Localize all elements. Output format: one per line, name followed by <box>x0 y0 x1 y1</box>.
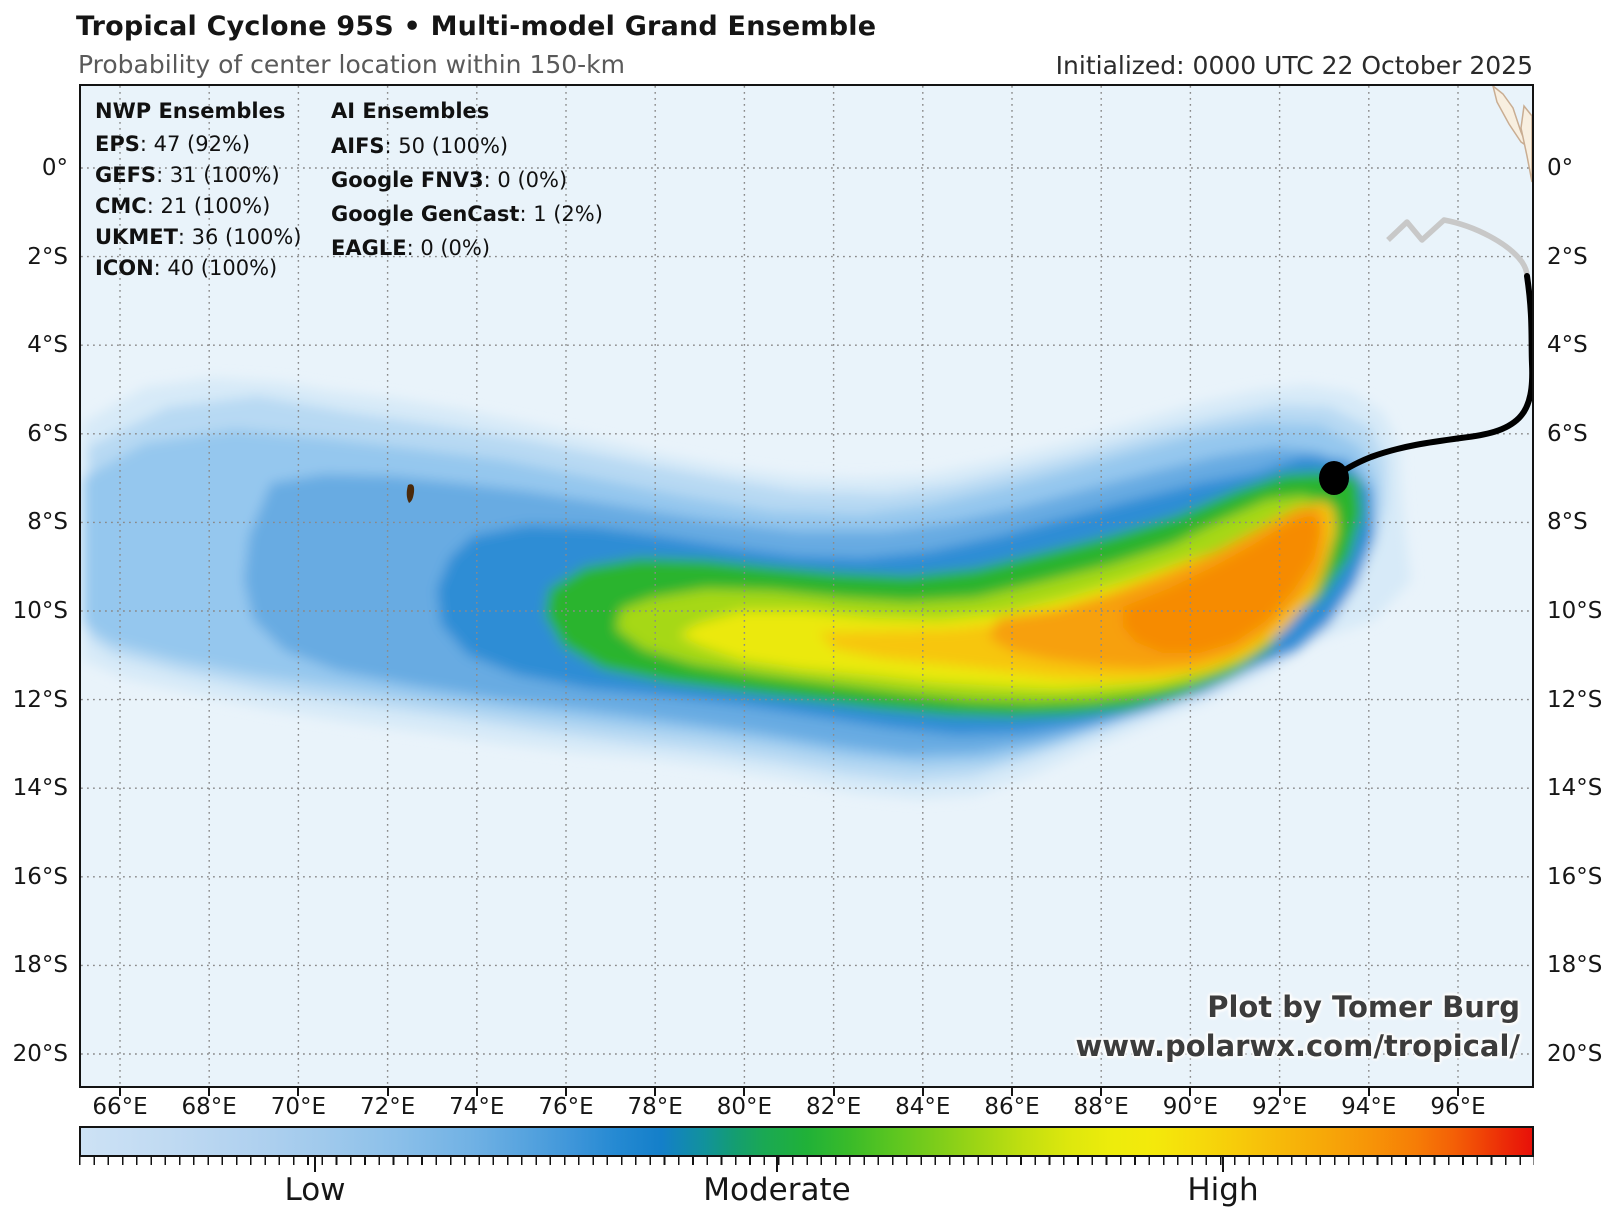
lat-axis-label-left: 2°S <box>27 243 68 270</box>
colorbar-tick-high <box>1222 1157 1224 1172</box>
attribution: Plot by Tomer Burg www.polarwx.com/tropi… <box>1075 988 1520 1066</box>
lon-axis-label: 68°E <box>181 1094 237 1120</box>
lon-axis-label: 74°E <box>449 1094 505 1120</box>
lon-axis-tick <box>654 1088 657 1096</box>
legend-row: UKMET: 36 (100%) <box>95 225 302 249</box>
lat-axis-label-right: 18°S <box>1547 952 1603 979</box>
lat-axis-label-left: 16°S <box>12 863 68 890</box>
lat-axis-label-right: 4°S <box>1547 332 1588 359</box>
lon-axis-label: 66°E <box>92 1094 148 1120</box>
lon-axis-tick <box>386 1088 389 1096</box>
colorbar-label-high: High <box>1187 1172 1259 1208</box>
initialization-timestamp: Initialized: 0000 UTC 22 October 2025 <box>1055 51 1533 80</box>
legend-row: Google GenCast: 1 (2%) <box>331 202 603 226</box>
lon-axis-tick <box>832 1088 835 1096</box>
lon-axis-label: 88°E <box>1073 1094 1129 1120</box>
legend-row: EPS: 47 (92%) <box>95 132 251 156</box>
lon-axis-label: 90°E <box>1162 1094 1219 1120</box>
lon-axis-tick <box>1100 1088 1103 1096</box>
legend-column-ai: AI Ensembles AIFS: 50 (100%) Google FNV3:… <box>331 94 603 265</box>
lon-axis-label: 92°E <box>1251 1094 1308 1120</box>
ensemble-legend: NWP Ensembles EPS: 47 (92%) GEFS: 31 (100… <box>81 86 603 280</box>
legend-heading-nwp: NWP Ensembles <box>95 99 286 123</box>
colorbar-tick-low <box>314 1157 316 1172</box>
colorbar-minor-ticks <box>79 1157 1534 1165</box>
lon-axis-label: 96°E <box>1430 1094 1486 1120</box>
lat-axis-label-right: 16°S <box>1547 863 1603 890</box>
legend-row: Google FNV3: 0 (0%) <box>331 168 568 192</box>
colorbar-label-low: Low <box>284 1172 346 1208</box>
map-canvas: NWP Ensembles EPS: 47 (92%) GEFS: 31 (100… <box>79 84 1534 1088</box>
lat-axis-label-left: 18°S <box>12 952 68 979</box>
lat-axis-label-right: 6°S <box>1547 420 1588 447</box>
lon-axis-label: 86°E <box>984 1094 1040 1120</box>
legend-heading-ai: AI Ensembles <box>331 99 490 123</box>
island-diego-garcia <box>406 484 415 503</box>
lon-axis-tick <box>1278 1088 1281 1096</box>
lon-axis-label: 94°E <box>1341 1094 1397 1120</box>
legend-row: EAGLE: 0 (0%) <box>331 236 491 260</box>
legend-row: AIFS: 50 (100%) <box>331 134 509 158</box>
lon-axis-tick <box>565 1088 567 1096</box>
page-title: Tropical Cyclone 95S • Multi-model Grand… <box>76 11 877 42</box>
lat-axis-label-left: 10°S <box>12 598 68 624</box>
lon-axis-tick <box>208 1088 211 1096</box>
lon-axis-label: 76°E <box>538 1094 594 1120</box>
lat-axis-label-left: 4°S <box>27 332 68 359</box>
probability-colorbar <box>79 1126 1534 1157</box>
lon-axis-tick <box>743 1088 746 1096</box>
attribution-url: www.polarwx.com/tropical/ <box>1075 1029 1520 1063</box>
lon-axis-tick <box>475 1088 478 1096</box>
legend-row: ICON: 40 (100%) <box>95 256 278 280</box>
land-sumatra <box>1492 86 1532 183</box>
lon-axis-label: 82°E <box>805 1094 862 1120</box>
lat-axis-label-left: 6°S <box>27 420 68 447</box>
lat-axis-label-left: 0° <box>41 155 68 181</box>
lat-axis-label-right: 20°S <box>1547 1041 1603 1067</box>
lon-axis-tick <box>297 1088 300 1096</box>
lat-axis-label-right: 0° <box>1547 155 1574 181</box>
lat-axis-label-right: 2°S <box>1547 243 1588 270</box>
legend-column-nwp: NWP Ensembles EPS: 47 (92%) GEFS: 31 (100… <box>95 94 325 284</box>
lon-axis-tick <box>119 1088 121 1096</box>
lat-axis-label-right: 8°S <box>1547 509 1588 536</box>
lon-axis-tick <box>1367 1088 1370 1096</box>
lon-axis-tick <box>1457 1088 1459 1096</box>
colorbar-tick-moderate <box>776 1157 778 1172</box>
colorbar-label-moderate: Moderate <box>703 1172 851 1208</box>
lon-axis-label: 84°E <box>895 1094 951 1120</box>
lon-axis-tick <box>1189 1088 1192 1096</box>
lon-axis-label: 72°E <box>359 1094 416 1120</box>
legend-row: GEFS: 31 (100%) <box>95 163 280 187</box>
lon-axis-tick <box>1011 1088 1013 1096</box>
lat-axis-label-right: 10°S <box>1547 598 1603 624</box>
attribution-author: Plot by Tomer Burg <box>1207 990 1520 1024</box>
lat-axis-label-left: 8°S <box>27 509 68 536</box>
lat-axis-label-left: 20°S <box>12 1041 68 1067</box>
page-subtitle: Probability of center location within 15… <box>78 50 626 79</box>
lon-axis-tick <box>921 1088 924 1096</box>
lat-axis-label-right: 14°S <box>1547 775 1603 802</box>
lon-axis-label: 70°E <box>270 1094 327 1120</box>
lat-axis-label-left: 12°S <box>12 686 68 713</box>
lon-axis-label: 80°E <box>716 1094 773 1120</box>
probability-heatmap <box>81 86 1532 1086</box>
lon-axis-label: 78°E <box>627 1094 683 1120</box>
lat-axis-label-right: 12°S <box>1547 686 1603 713</box>
legend-row: CMC: 21 (100%) <box>95 194 271 218</box>
lat-axis-label-left: 14°S <box>12 775 68 802</box>
